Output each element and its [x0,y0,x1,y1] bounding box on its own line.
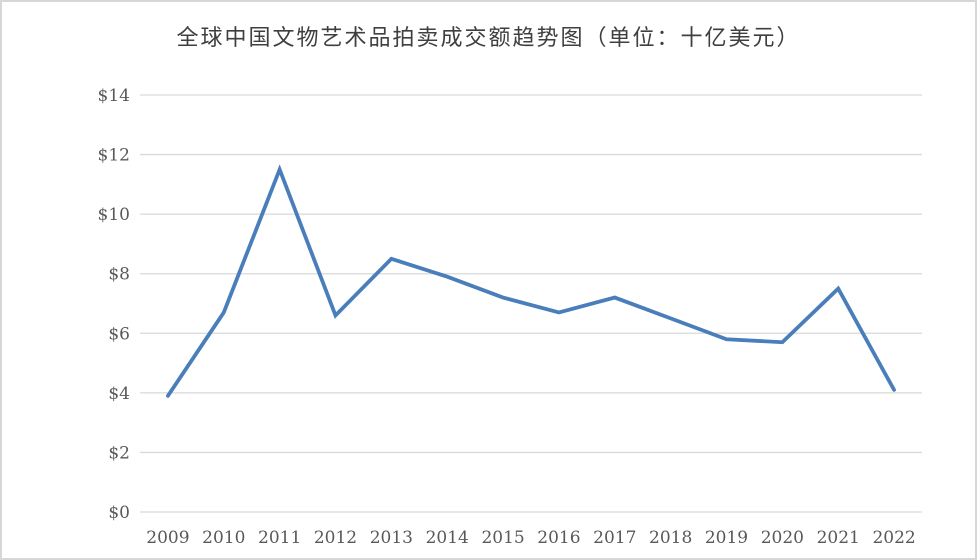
x-axis-tick-label: 2014 [426,528,469,548]
y-axis-tick-label: $0 [108,503,130,523]
trend-line [166,164,896,398]
chart-title: 全球中国文物艺术品拍卖成交额趋势图（单位：十亿美元） [176,26,801,51]
x-axis-tick-label: 2022 [872,528,915,548]
x-axis-tick-label: 2017 [593,528,636,548]
x-axis-tick-label: 2011 [258,528,301,548]
y-axis-tick-label: $8 [108,265,130,285]
x-axis-tick-label: 2020 [761,528,804,548]
x-axis-tick-label: 2010 [202,528,245,548]
x-axis-tick-label: 2016 [537,528,580,548]
y-axis-tick-label: $12 [98,146,130,166]
x-axis-tick-label: 2013 [370,528,413,548]
x-axis-tick-label: 2012 [314,528,357,548]
y-axis-tick-label: $10 [98,205,130,225]
x-axis-tick-label: 2019 [705,528,748,548]
y-axis-tick-label: $14 [98,86,130,106]
y-axis-tick-label: $4 [108,384,130,404]
x-axis-tick-label: 2009 [146,528,189,548]
y-axis-tick-label: $6 [108,324,130,344]
y-axis-tick-label: $2 [108,443,130,463]
x-axis-tick-label: 2015 [481,528,524,548]
x-axis-tick-label: 2018 [649,528,692,548]
x-axis-tick-label: 2021 [817,528,860,548]
